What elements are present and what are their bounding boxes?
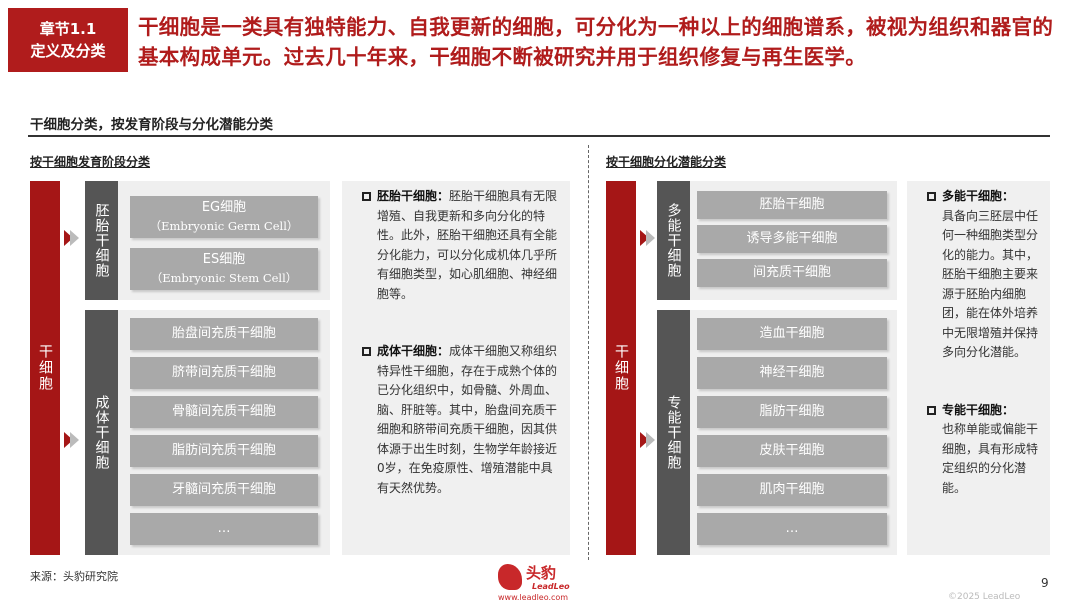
arrow-icon [64, 432, 73, 448]
arrow-icon [64, 230, 73, 246]
note-title: 成体干细胞： [377, 344, 450, 358]
cell-type-box: 造血干细胞 [697, 318, 887, 350]
copyright: ©2025 LeadLeo [948, 592, 1021, 602]
left-subtitle: 按干细胞发育阶段分类 [30, 155, 151, 169]
arrow-icon [70, 230, 79, 246]
logo-text-en: LeadLeo [532, 582, 570, 591]
cell-type-box: ES细胞 （Embryonic Stem Cell） [130, 248, 318, 290]
arrow-icon [646, 230, 655, 246]
note: 多能干细胞： 具备向三胚层中任何一种细胞类型分化的能力。其中，胚胎干细胞主要来源于… [927, 187, 1042, 363]
left-root: 干细胞 [30, 181, 60, 555]
cell-name: EG细胞 [201, 200, 247, 215]
cell-type-box: 皮肤干细胞 [697, 435, 887, 467]
right-subtitle: 按干细胞分化潜能分类 [606, 155, 727, 169]
cell-type-box: 牙髓间充质干细胞 [130, 474, 318, 506]
arrow-icon [70, 432, 79, 448]
leadleo-logo: 头豹 LeadLeo www.leadleo.com [498, 562, 588, 606]
section-title: 干细胞分类，按发育阶段与分化潜能分类 [30, 117, 273, 133]
chapter-number: 章节1.1 [39, 20, 97, 38]
cell-type-box: 神经干细胞 [697, 357, 887, 389]
page-number: 9 [1041, 576, 1049, 590]
checkbox-bullet-icon [362, 347, 371, 356]
note-text: 胚胎干细胞具有无限增殖、自我更新和多向分化的特性。此外，胚胎干细胞还具有全能分化… [377, 189, 558, 301]
note: 专能干细胞： 也称单能或偏能干细胞，具有形成特定组织的分化潜能。 [927, 401, 1042, 499]
cell-type-box: EG细胞 （Embryonic Germ Cell） [130, 196, 318, 238]
note-text: 具备向三胚层中任何一种细胞类型分化的能力。其中，胚胎干细胞主要来源于胚胎内细胞团… [942, 208, 1039, 360]
note-title: 专能干细胞： [942, 402, 1015, 417]
chapter-badge: 章节1.1 定义及分类 [8, 8, 128, 72]
cell-type-box: 脂肪间充质干细胞 [130, 435, 318, 467]
checkbox-bullet-icon [927, 192, 936, 201]
chapter-name: 定义及分类 [30, 42, 106, 60]
cell-type-box: 胚胎干细胞 [697, 191, 887, 219]
right-root: 干细胞 [606, 181, 636, 555]
group-label-unipotent: 专能干细胞 [657, 310, 690, 555]
arrow-icon [640, 230, 649, 246]
cell-type-box: 脐带间充质干细胞 [130, 357, 318, 389]
group-label-pluripotent: 多能干细胞 [657, 181, 690, 300]
note-text: 成体干细胞又称组织特异性干细胞，存在于成熟个体的已分化组织中，如骨髓、外周血、脑… [377, 344, 558, 495]
logo-url: www.leadleo.com [498, 593, 569, 602]
leopard-icon [498, 564, 522, 590]
right-notes: 多能干细胞： 具备向三胚层中任何一种细胞类型分化的能力。其中，胚胎干细胞主要来源于… [907, 181, 1050, 555]
left-notes: 胚胎干细胞：胚胎干细胞具有无限增殖、自我更新和多向分化的特性。此外，胚胎干细胞还… [342, 181, 570, 555]
note-text: 也称单能或偏能干细胞，具有形成特定组织的分化潜能。 [942, 422, 1039, 495]
note-title: 多能干细胞： [942, 189, 1015, 203]
cell-name: ES细胞 [202, 252, 246, 267]
cell-type-box: 间充质干细胞 [697, 259, 887, 287]
cell-type-box: 骨髓间充质干细胞 [130, 396, 318, 428]
checkbox-bullet-icon [927, 405, 936, 415]
cell-type-box: … [697, 513, 887, 545]
cell-type-box: 脂肪干细胞 [697, 396, 887, 428]
checkbox-bullet-icon [362, 192, 371, 201]
note: 成体干细胞：成体干细胞又称组织特异性干细胞，存在于成熟个体的已分化组织中，如骨髓… [362, 342, 560, 498]
cell-type-box: 胎盘间充质干细胞 [130, 318, 318, 350]
cell-name-en: （Embryonic Germ Cell） [149, 219, 299, 233]
source-note: 来源：头豹研究院 [30, 570, 118, 583]
cell-name-en: （Embryonic Stem Cell） [150, 271, 298, 285]
note: 胚胎干细胞：胚胎干细胞具有无限增殖、自我更新和多向分化的特性。此外，胚胎干细胞还… [362, 187, 560, 304]
cell-type-box: 肌肉干细胞 [697, 474, 887, 506]
cell-type-box: 诱导多能干细胞 [697, 225, 887, 253]
headline: 干细胞是一类具有独特能力、自我更新的细胞，可分化为一种以上的细胞谱系，被视为组织… [138, 15, 1054, 69]
group-label-adult: 成体干细胞 [85, 310, 118, 555]
arrow-icon [646, 432, 655, 448]
section-divider [28, 135, 1050, 137]
note-title: 胚胎干细胞： [377, 189, 450, 203]
arrow-icon [640, 432, 649, 448]
column-divider [588, 145, 589, 560]
cell-type-box: … [130, 513, 318, 545]
logo-text-cn: 头豹 [526, 564, 557, 582]
group-label-embryonic: 胚胎干细胞 [85, 181, 118, 300]
